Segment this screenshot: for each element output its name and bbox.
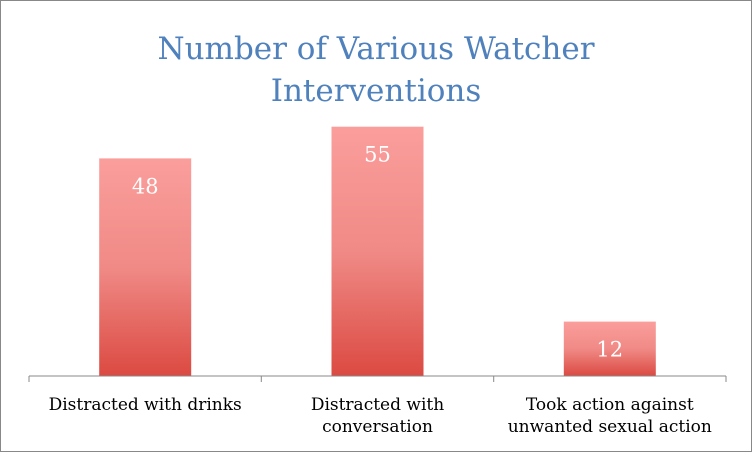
data-label-2: 55 — [364, 143, 391, 167]
category-label-1-line-1: Distracted with drinks — [49, 395, 242, 415]
data-label-3: 12 — [596, 338, 623, 362]
category-label-2-line-1: Distracted with — [311, 395, 444, 415]
bar-1 — [99, 158, 192, 376]
bar-2 — [331, 126, 424, 376]
bar-3 — [563, 321, 656, 376]
chart-title-line-2: Interventions — [271, 73, 482, 109]
category-label-2-line-2: conversation — [322, 417, 433, 437]
category-label-3-line-1: Took action against — [526, 395, 694, 415]
category-label-3-line-2: unwanted sexual action — [508, 417, 712, 437]
chart-title-line-1: Number of Various Watcher — [157, 31, 594, 67]
data-label-1: 48 — [132, 174, 159, 198]
